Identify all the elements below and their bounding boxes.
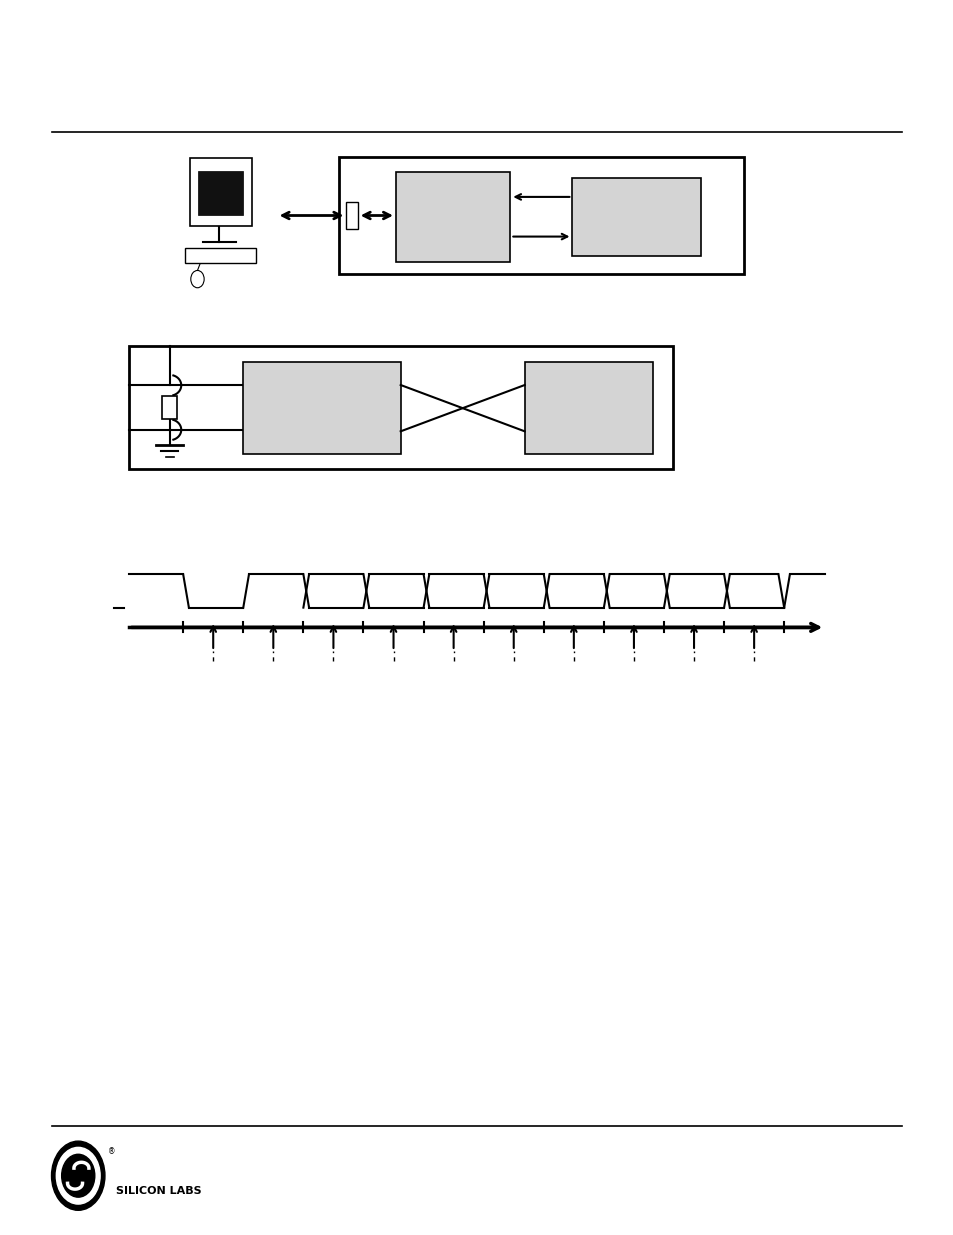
Bar	[524, 362, 653, 454]
Bar	[185, 248, 256, 263]
Bar	[198, 170, 242, 215]
Text: SILICON LABS: SILICON LABS	[116, 1186, 202, 1195]
Bar	[338, 157, 743, 274]
Bar	[243, 362, 400, 454]
Circle shape	[191, 270, 204, 288]
Text: ®: ®	[108, 1147, 115, 1156]
Circle shape	[51, 1141, 105, 1210]
Circle shape	[56, 1147, 100, 1204]
Circle shape	[62, 1155, 94, 1197]
Bar	[346, 201, 357, 230]
Bar	[395, 172, 510, 262]
Bar	[190, 158, 252, 226]
Bar	[129, 346, 672, 469]
Bar	[162, 396, 177, 419]
Bar	[572, 178, 700, 256]
